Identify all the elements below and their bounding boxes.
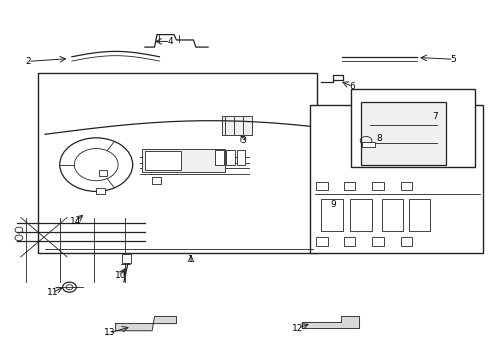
Bar — [215, 150, 224, 165]
Bar — [400, 182, 411, 190]
Bar — [122, 254, 130, 263]
Bar — [381, 199, 402, 231]
Bar — [38, 73, 317, 253]
Bar — [371, 182, 383, 190]
Text: 2: 2 — [25, 57, 31, 66]
Polygon shape — [361, 102, 446, 165]
Bar — [316, 237, 327, 246]
Bar — [351, 89, 474, 167]
Bar — [371, 237, 383, 246]
Bar — [343, 182, 355, 190]
Text: 9: 9 — [329, 200, 335, 209]
Text: 6: 6 — [349, 82, 355, 91]
Bar — [316, 182, 327, 190]
Text: 8: 8 — [376, 134, 382, 143]
Bar — [400, 237, 411, 246]
Text: 7: 7 — [432, 112, 438, 121]
Bar — [350, 199, 371, 231]
Bar — [152, 177, 161, 184]
Text: 13: 13 — [103, 328, 115, 337]
Bar — [142, 149, 224, 172]
Bar — [96, 188, 105, 194]
Bar — [221, 116, 251, 135]
Text: 1: 1 — [188, 255, 194, 264]
Bar — [225, 150, 234, 165]
Text: 4: 4 — [167, 37, 173, 46]
Bar — [321, 199, 342, 231]
Text: 12: 12 — [292, 324, 303, 333]
Text: 5: 5 — [450, 55, 455, 64]
Text: 11: 11 — [46, 288, 58, 297]
Bar — [309, 105, 482, 253]
Bar — [99, 170, 107, 176]
Text: 3: 3 — [240, 136, 246, 145]
Bar — [236, 150, 245, 165]
Text: 10: 10 — [115, 271, 126, 280]
Polygon shape — [116, 316, 176, 331]
Bar — [362, 142, 374, 147]
Bar — [408, 199, 429, 231]
Text: 14: 14 — [70, 217, 81, 226]
Polygon shape — [301, 316, 359, 328]
Bar — [343, 237, 355, 246]
Bar — [144, 151, 181, 170]
